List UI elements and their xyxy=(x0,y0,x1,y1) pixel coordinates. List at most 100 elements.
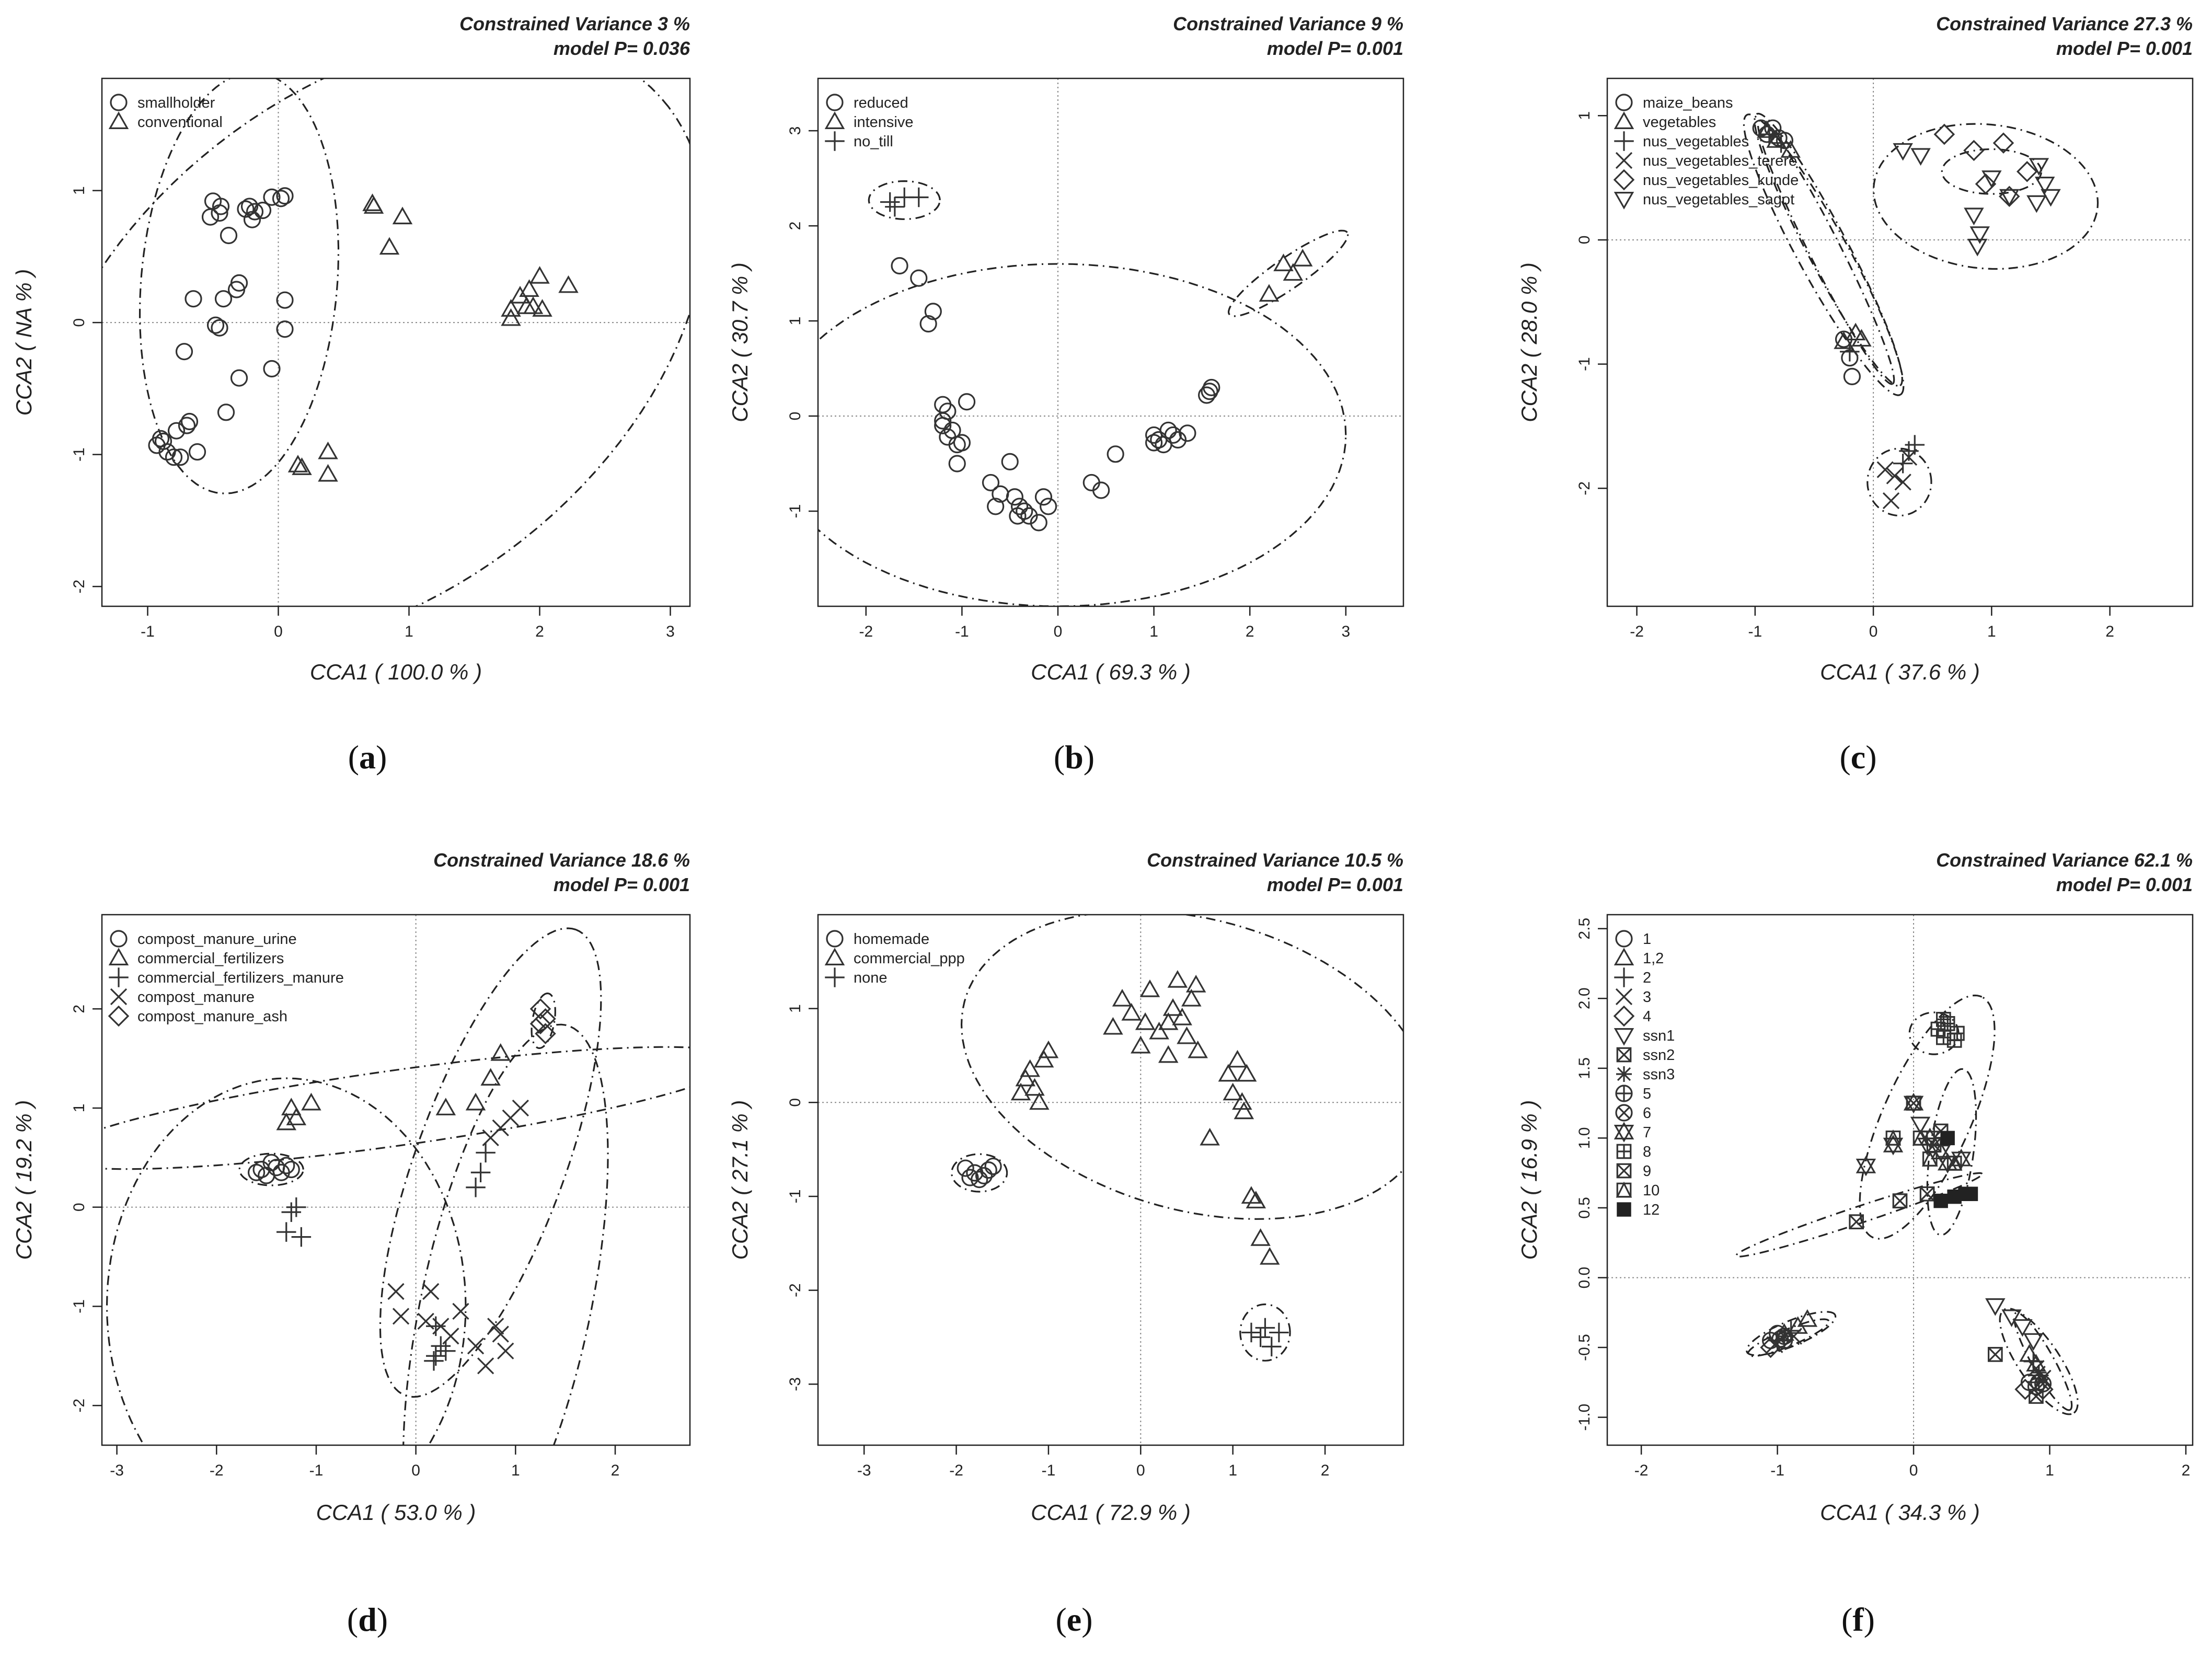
ellipse xyxy=(139,78,340,494)
legend: 1 1,2 2 3 4 ssn1 ssn2 ssn3 5 6 7 8 9 10 12 xyxy=(1613,930,1675,1218)
legend-marker-compost_manure xyxy=(110,988,128,1006)
point-smallholder xyxy=(178,417,196,434)
ellipse xyxy=(1754,112,1903,387)
point-commercial_ppp xyxy=(1236,1064,1257,1082)
legend-entry: ssn1 xyxy=(1643,1028,1675,1044)
legend-marker-8 xyxy=(1616,1144,1632,1159)
panel-label: (d) xyxy=(347,1601,388,1638)
legend-marker-nus_vegetables_sagot xyxy=(1614,192,1634,210)
y-axis-label: CCA2 ( 16.9 % ) xyxy=(1517,1100,1541,1260)
point-conventional xyxy=(529,266,550,284)
point-intensive xyxy=(1259,284,1280,302)
point-smallholder xyxy=(243,211,261,228)
constrained-variance-label: Constrained Variance 62.1 % xyxy=(1936,849,2193,871)
legend-entry: 8 xyxy=(1643,1144,1651,1160)
legend-marker-compost_manure_ash xyxy=(108,1005,130,1027)
legend-entry: intensive xyxy=(854,114,913,131)
point-10 xyxy=(1946,1155,1963,1171)
point-commercial_ppp xyxy=(1223,1082,1243,1101)
point-nus_vegetables_sagot xyxy=(1910,148,1931,166)
x-tick-label: 0 xyxy=(1054,623,1063,640)
point-nus_vegetables xyxy=(1759,124,1779,144)
point-commercial_ppp xyxy=(1188,1040,1208,1058)
point-commercial_fertilizers_manure xyxy=(466,1177,486,1197)
constrained-variance-label: Constrained Variance 10.5 % xyxy=(1147,849,1403,871)
point-intensive xyxy=(1292,249,1313,267)
x-tick-label: 2 xyxy=(535,623,544,640)
point-reduced xyxy=(1159,421,1177,439)
point-reduced xyxy=(958,393,976,411)
ellipse xyxy=(1743,113,1905,396)
y-tick-label: -1 xyxy=(71,447,88,462)
y-tick-label: 1.0 xyxy=(1576,1127,1593,1149)
ellipse xyxy=(106,1077,467,1445)
legend-marker-nus_vegetables_terere xyxy=(1615,152,1633,169)
point-conventional xyxy=(532,299,552,317)
point-commercial_ppp xyxy=(1020,1059,1040,1077)
point-smallholder xyxy=(188,443,206,461)
point-smallholder xyxy=(201,208,220,226)
point-commercial_ppp xyxy=(1158,1045,1179,1063)
point-conventional xyxy=(318,441,338,459)
y-axis-label: CCA2 ( 19.2 % ) xyxy=(11,1100,36,1260)
point-vegetables xyxy=(1757,120,1777,138)
legend-entry: 2 xyxy=(1643,970,1651,986)
ellipse xyxy=(238,1152,304,1186)
point-smallholder xyxy=(272,190,290,208)
point-reduced xyxy=(953,434,971,452)
x-tick-label: -2 xyxy=(859,623,873,640)
legend-marker-homemade xyxy=(826,930,844,948)
point-commercial_ppp xyxy=(1149,1021,1169,1040)
ellipse xyxy=(1747,1318,1830,1357)
point-reduced xyxy=(924,303,942,320)
point-ssn2 xyxy=(1987,1347,2003,1362)
point-smallholder xyxy=(227,281,246,298)
legend-entry: conventional xyxy=(137,114,223,131)
point-1,2 xyxy=(1797,1309,1818,1327)
point-conventional xyxy=(362,193,383,211)
point-commercial_fertilizers xyxy=(490,1043,511,1061)
point-nus_vegetables_terere xyxy=(1894,474,1911,491)
point-smallholder xyxy=(171,448,189,466)
point-commercial_fertilizers_manure xyxy=(476,1143,496,1163)
y-tick-label: -1 xyxy=(71,1299,88,1313)
model-p-label: model P= 0.001 xyxy=(554,874,690,895)
point-smallholder xyxy=(230,369,248,387)
point-nus_vegetables_sagot xyxy=(1964,208,1984,226)
y-tick-label: -2 xyxy=(1576,481,1593,495)
point-12 xyxy=(1963,1186,1978,1201)
data-points xyxy=(880,187,1313,532)
x-tick-label: 0 xyxy=(274,623,283,640)
legend: smallholder conventional xyxy=(108,94,223,131)
point-commercial_ppp xyxy=(1177,1026,1197,1044)
point-reduced xyxy=(891,257,908,275)
legend-entry: maize_beans xyxy=(1643,95,1733,111)
point-nus_vegetables xyxy=(1771,133,1791,153)
y-axis-label: CCA2 ( 28.0 % ) xyxy=(1517,262,1541,422)
point-reduced xyxy=(1040,498,1057,515)
x-tick-label: 1 xyxy=(1149,623,1158,640)
legend-entry: commercial_fertilizers xyxy=(137,950,284,967)
constrained-variance-label: Constrained Variance 18.6 % xyxy=(433,849,690,871)
y-tick-label: 1 xyxy=(71,1104,88,1113)
y-tick-label: 0 xyxy=(787,412,804,421)
point-commercial_ppp xyxy=(1200,1127,1220,1146)
legend-marker-smallholder xyxy=(110,94,128,111)
point-conventional xyxy=(519,279,539,297)
point-commercial_ppp xyxy=(1218,1064,1239,1082)
point-commercial_ppp xyxy=(1135,1012,1156,1030)
point-ssn1 xyxy=(1985,1298,2006,1316)
y-tick-label: 2.5 xyxy=(1576,918,1593,940)
point-ssn1 xyxy=(1910,1116,1931,1135)
point-smallholder xyxy=(220,226,238,245)
point-smallholder xyxy=(276,291,294,309)
point-homemade xyxy=(975,1167,993,1185)
x-axis-label: CCA1 ( 37.6 % ) xyxy=(1820,660,1980,684)
point-smallholder xyxy=(212,198,230,215)
legend-marker-4 xyxy=(1613,1005,1635,1027)
legend-entry: nus_vegetables_kunde xyxy=(1643,172,1799,189)
y-tick-label: 0 xyxy=(787,1098,804,1107)
legend-marker-none xyxy=(825,967,845,987)
legend-entry: 7 xyxy=(1643,1124,1651,1141)
